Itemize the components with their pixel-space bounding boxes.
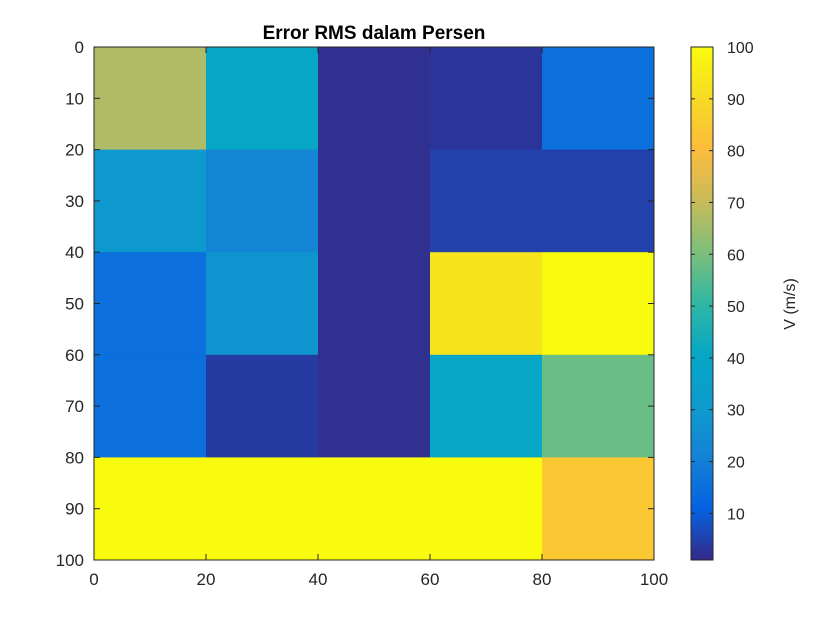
y-tick-label: 40	[65, 243, 84, 262]
heatmap-cell	[206, 252, 319, 356]
heatmap-cell	[430, 252, 543, 356]
heatmap-cell	[430, 354, 543, 458]
heatmap-cells	[94, 47, 655, 561]
colorbar-tick-label: 20	[727, 455, 745, 472]
y-tick-label: 20	[65, 141, 84, 160]
x-tick-label: 0	[89, 570, 98, 589]
heatmap-cell	[206, 149, 319, 253]
colorbar-tick-label: 100	[727, 40, 754, 57]
colorbar-tick-label: 50	[727, 299, 745, 316]
y-tick-label: 100	[56, 551, 84, 570]
colorbar-tick-label: 40	[727, 351, 745, 368]
colorbar-tick-label: 10	[727, 506, 745, 523]
x-tick-label: 20	[197, 570, 216, 589]
colorbar-tick-label: 90	[727, 92, 745, 109]
heatmap-cell	[94, 47, 207, 151]
heatmap-cell	[430, 149, 543, 253]
colorbar-label: V (m/s)	[782, 278, 799, 330]
y-tick-label: 70	[65, 397, 84, 416]
heatmap-cell	[94, 457, 207, 561]
colorbar-tick-label: 30	[727, 403, 745, 420]
x-tick-label: 100	[640, 570, 668, 589]
heatmap-cell	[206, 47, 319, 151]
heatmap-cell	[318, 47, 431, 151]
colorbar-tick-label: 80	[727, 144, 745, 161]
x-axis: 0 20 40 60 80 100	[89, 47, 668, 589]
y-tick-label: 80	[65, 448, 84, 467]
y-tick-label: 30	[65, 192, 84, 211]
heatmap-cell	[318, 252, 431, 356]
heatmap-cell	[542, 457, 655, 561]
colorbar-tick-label: 60	[727, 247, 745, 264]
heatmap-cell	[542, 149, 655, 253]
heatmap-cell	[542, 252, 655, 356]
y-tick-label: 90	[65, 500, 84, 519]
y-tick-label: 60	[65, 346, 84, 365]
x-tick-label: 80	[533, 570, 552, 589]
colorbar: 10 20 30 40 50 60 70 80 90 100	[690, 40, 754, 561]
heatmap-cell	[206, 457, 319, 561]
y-axis: 0 10 20 30 40 50 60 70 80 90 100	[56, 38, 654, 570]
heatmap-cell	[94, 149, 207, 253]
y-tick-label: 50	[65, 295, 84, 314]
heatmap-cell	[318, 354, 431, 458]
x-tick-label: 40	[309, 570, 328, 589]
y-tick-label: 10	[65, 89, 84, 108]
colorbar-tick-label: 70	[727, 195, 745, 212]
heatmap-cell	[206, 354, 319, 458]
heatmap-cell	[542, 47, 655, 151]
heatmap-cell	[94, 252, 207, 356]
heatmap-cell	[542, 354, 655, 458]
x-tick-label: 60	[421, 570, 440, 589]
heatmap-cell	[430, 457, 543, 561]
heatmap-cell	[430, 47, 543, 151]
heatmap-cell	[318, 457, 431, 561]
y-tick-label: 0	[75, 38, 84, 57]
chart-title: Error RMS dalam Persen	[263, 23, 486, 44]
heatmap-cell	[318, 149, 431, 253]
colorbar-gradient	[690, 46, 714, 561]
heatmap-cell	[94, 354, 207, 458]
